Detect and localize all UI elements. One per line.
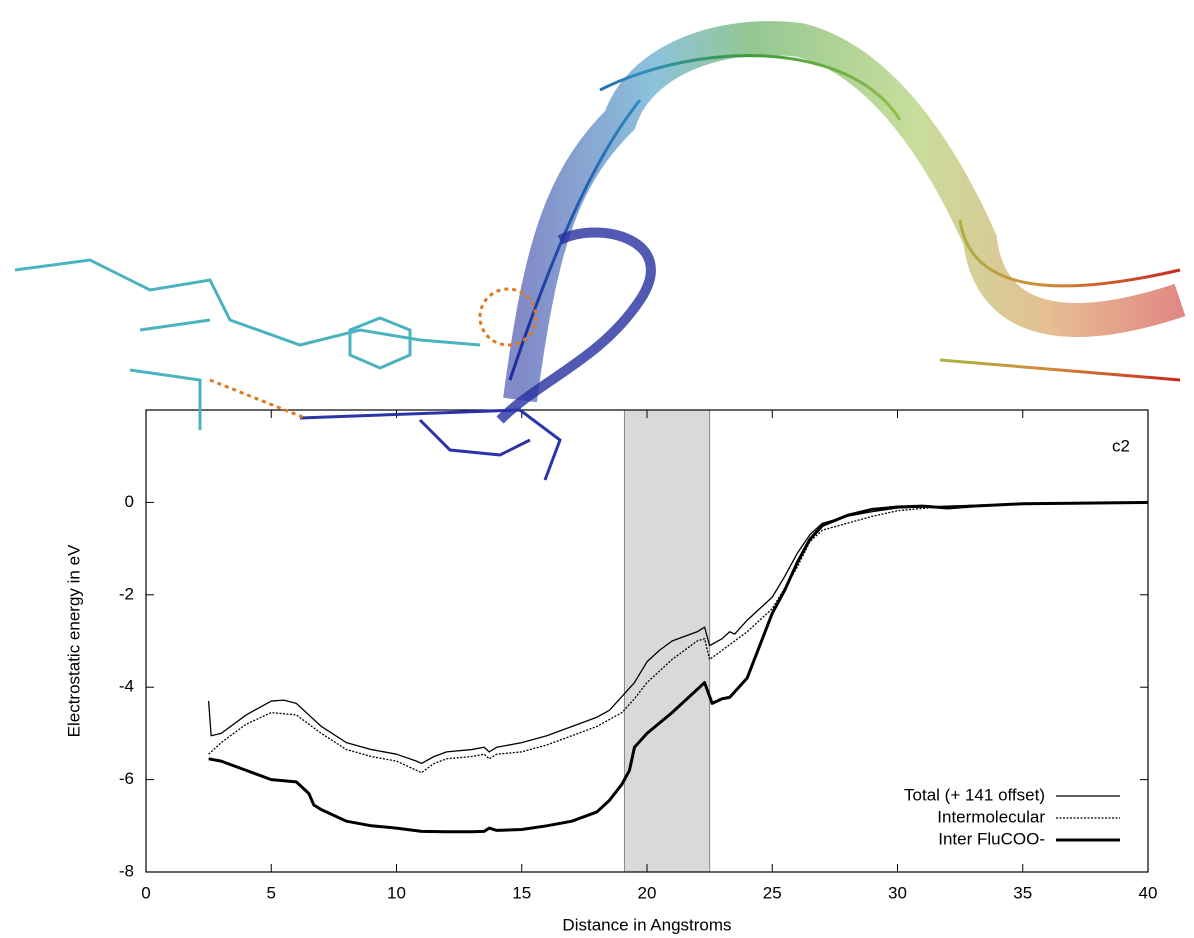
series-line [207, 501, 1149, 765]
x-tick-label: 10 [387, 883, 406, 902]
y-tick-label: -2 [119, 584, 134, 603]
y-tick-label: -4 [119, 677, 134, 696]
highlight-band [623, 409, 711, 873]
x-tick-label: 40 [1139, 883, 1158, 902]
x-tick-label: 25 [763, 883, 782, 902]
y-tick-label: -6 [119, 769, 134, 788]
legend-label: Intermolecular [937, 807, 1045, 826]
series-line [208, 500, 1149, 834]
x-tick-label: 5 [267, 883, 276, 902]
legend-label: Inter FluCOO- [938, 829, 1045, 848]
y-tick-label: -8 [119, 861, 134, 880]
x-tick-label: 0 [141, 883, 150, 902]
x-axis-title: Distance in Angstroms [562, 915, 731, 934]
series-line [208, 501, 1149, 774]
x-tick-label: 30 [888, 883, 907, 902]
annotation: c2 [1112, 436, 1130, 455]
y-tick-label: 0 [125, 492, 134, 511]
plot-area: 0 5 10 15 20 25 30 35 40 -8 -6 -4 -2 0 [119, 409, 1158, 902]
x-tick-label: 15 [512, 883, 531, 902]
legend-label: Total (+ 141 offset) [904, 785, 1045, 804]
x-tick-label: 35 [1013, 883, 1032, 902]
molecule-illustration [14, 21, 1186, 481]
x-tick-label: 20 [638, 883, 657, 902]
y-axis-title: Electrostatic energy in eV [64, 544, 83, 737]
